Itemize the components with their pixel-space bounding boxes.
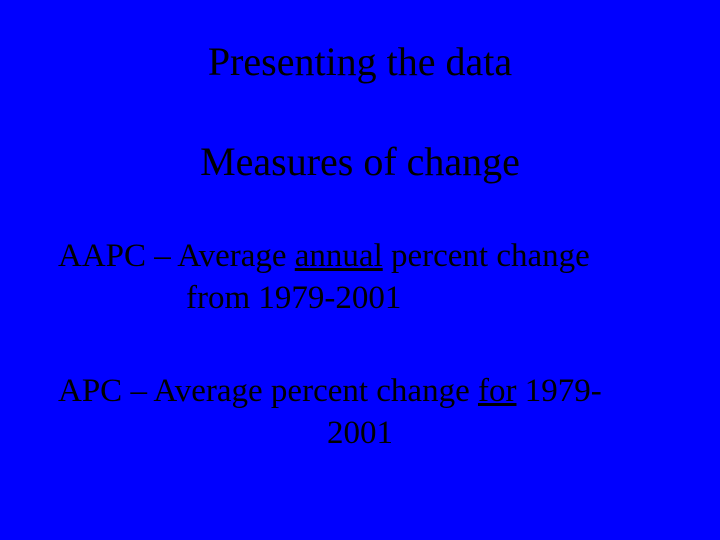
slide: Presenting the data Measures of change A… [0,0,720,540]
text-underlined: annual [295,238,383,274]
definition-aapc: AAPC – Average annual percent change fro… [58,235,662,319]
text-suffix: 1979- [516,373,601,409]
definition-apc-line1: APC – Average percent change for 1979- [58,370,662,412]
slide-title: Presenting the data [0,38,720,85]
text-prefix: APC – Average percent change [58,373,478,409]
definition-aapc-line1: AAPC – Average annual percent change [58,235,662,277]
text-suffix: percent change [383,238,590,274]
definition-aapc-line2: from 1979-2001 [58,277,662,319]
text-underlined: for [478,373,516,409]
text-prefix: AAPC – Average [58,238,295,274]
definition-apc-line2: 2001 [58,412,662,454]
slide-subtitle: Measures of change [0,138,720,185]
definition-apc: APC – Average percent change for 1979- 2… [58,370,662,454]
